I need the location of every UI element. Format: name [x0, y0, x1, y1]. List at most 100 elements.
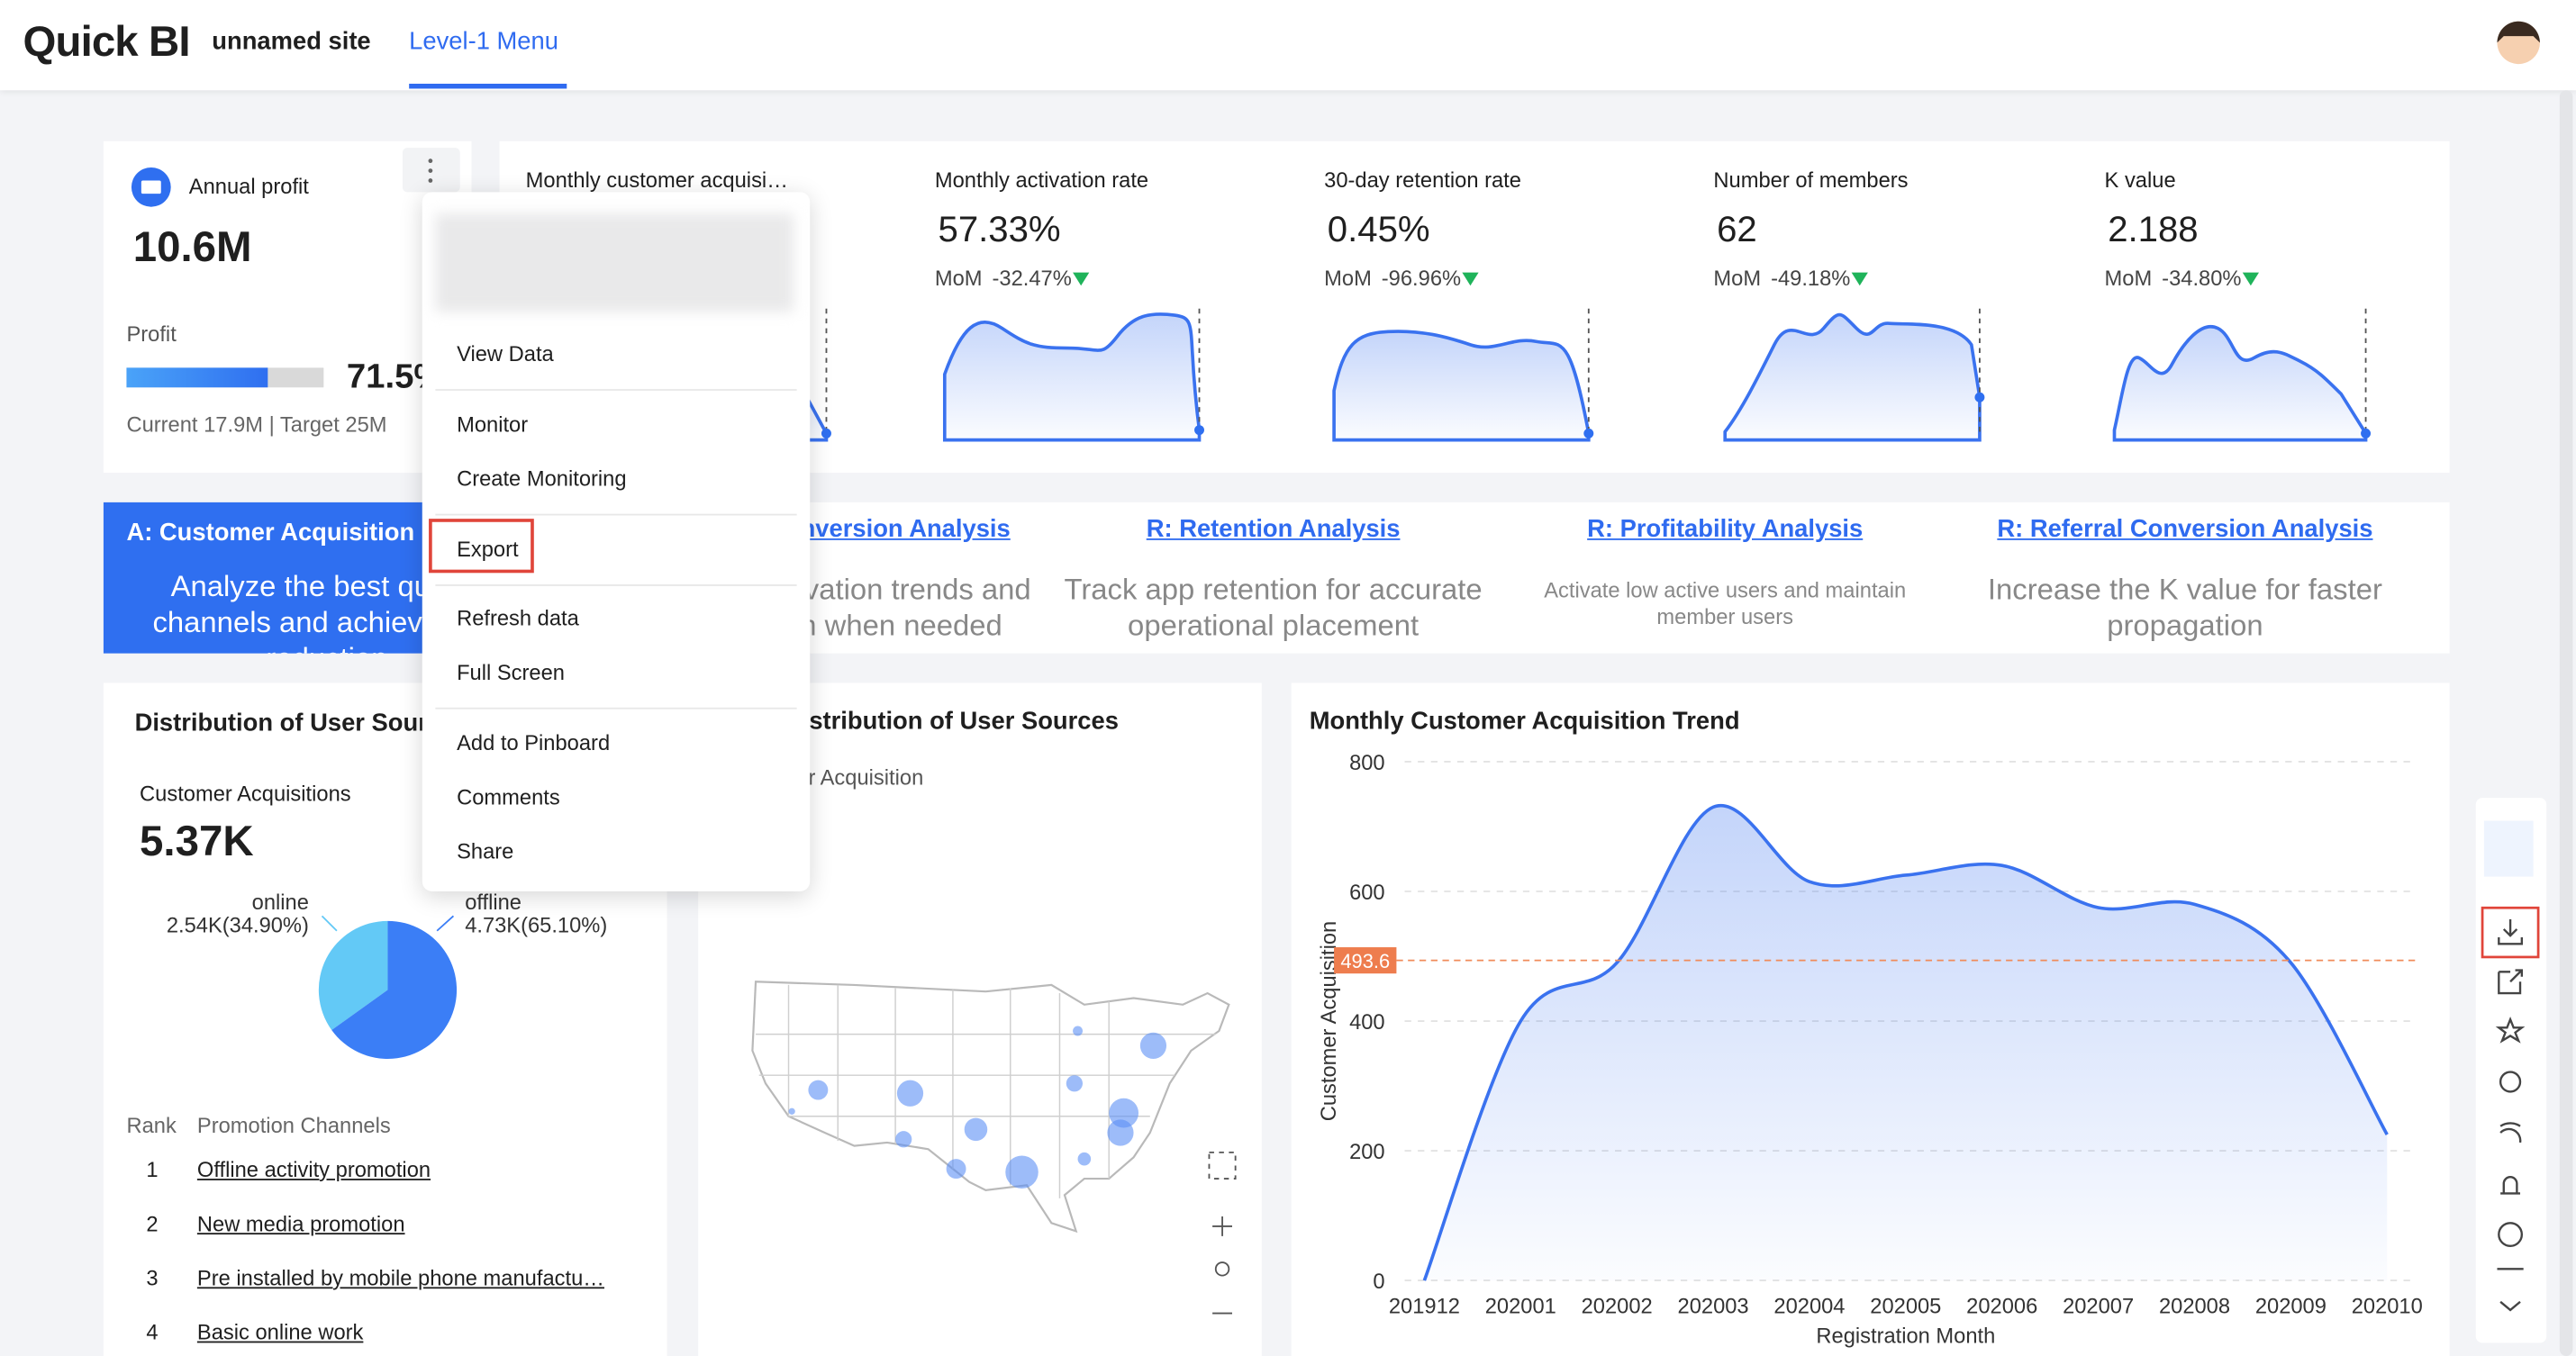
x-tick-label: 202007 [2063, 1296, 2134, 1319]
footer: Current 17.9M | Target 25M [126, 411, 387, 437]
kpi-mom: MoM -49.18% [1713, 263, 1869, 295]
menu-item[interactable]: Monitor [457, 411, 529, 437]
card-value: 10.6M [132, 221, 252, 271]
mom-value: -32.47% [992, 266, 1072, 291]
highlight-box [429, 519, 534, 574]
x-tick-label: 201912 [1389, 1296, 1460, 1319]
menu-divider [435, 513, 797, 516]
kpi-mom: MoM -32.47% [935, 263, 1090, 295]
rank: 3 [146, 1265, 159, 1290]
more-dots [428, 158, 433, 183]
pie-slice [331, 920, 458, 1059]
sparkline [1723, 312, 1982, 442]
sparklines [688, 312, 2368, 442]
pie-value-label: 2.54K(34.90%) [167, 915, 309, 938]
menu-divider [435, 707, 797, 710]
y-tick-label: 200 [1349, 1141, 1385, 1164]
kpi-title: K value [2104, 167, 2176, 193]
menu-divider [435, 389, 797, 391]
channel-link[interactable]: Pre installed by mobile phone manufactu… [196, 1265, 605, 1290]
x-tick-label: 202004 [1773, 1296, 1845, 1319]
down-arrow [1852, 272, 1869, 286]
down-arrow [1462, 272, 1480, 286]
y-tick-label: 400 [1349, 1011, 1385, 1035]
scrollbar[interactable] [2559, 90, 2573, 1356]
down-arrow [2243, 272, 2260, 286]
channel-link[interactable]: Basic online work [196, 1319, 364, 1345]
site-name: unnamed site [212, 27, 371, 56]
profit-icon-glyph [141, 180, 161, 194]
y-tick-label: 800 [1349, 752, 1385, 775]
toolbar [2475, 798, 2547, 1343]
x-tick-label: 202008 [2159, 1296, 2230, 1319]
sparkline [942, 312, 1202, 442]
reference-label-box [1334, 947, 1397, 974]
menu-item[interactable]: Refresh data [457, 605, 579, 630]
analysis-link[interactable]: R: Retention Analysis [1146, 515, 1401, 544]
analysis-title: A: Customer Acquisition [126, 518, 415, 547]
analysis-link[interactable]: R: Profitability Analysis [1587, 515, 1864, 544]
pie-label: online [252, 891, 309, 915]
progress-fill [126, 367, 268, 388]
x-tick-label: 202010 [2352, 1296, 2423, 1319]
x-tick-label: 202009 [2255, 1296, 2327, 1319]
kpi-value: 62 [1717, 207, 1757, 249]
table-header: Promotion Channels [196, 1112, 391, 1138]
x-tick-label: 202006 [1966, 1296, 2037, 1319]
menu-item[interactable]: View Data [457, 341, 554, 366]
sparkline-dots [821, 392, 2372, 438]
avatar-hair [2497, 21, 2540, 43]
table-header: Rank [126, 1112, 177, 1138]
label: Profit [126, 321, 177, 347]
card-title: Distribution of User Sources [134, 708, 469, 737]
card-title: Annual profit [188, 174, 309, 199]
pie-slice [318, 920, 388, 1031]
pie-value-label: 4.73K(65.10%) [465, 915, 607, 938]
kpi-value: 2.188 [2108, 207, 2199, 249]
sparkline [2112, 325, 2368, 442]
kpi-title: Monthly activation rate [934, 167, 1149, 193]
x-tick-label: 202001 [1485, 1296, 1556, 1319]
channel-link[interactable]: Offline activity promotion [196, 1157, 431, 1182]
metric-label: Customer Acquisitions [140, 781, 351, 806]
toolbar-icons[interactable] [2481, 820, 2540, 1312]
mom-label: MoM [1324, 266, 1372, 291]
header [0, 0, 2576, 91]
kpi-value: 0.45% [1327, 207, 1430, 249]
kpi-title: 30-day retention rate [1324, 167, 1521, 193]
logo: Quick BI [23, 15, 191, 66]
kpi-mom: MoM -34.80% [2105, 263, 2260, 295]
menu-item[interactable]: Comments [457, 784, 560, 809]
menu-item[interactable]: Full Screen [457, 659, 565, 685]
context-menu: View Data Monitor Create Monitoring Export R… [422, 192, 811, 891]
menu-item[interactable]: Share [457, 838, 514, 863]
menu-item[interactable]: Export [457, 536, 519, 562]
mom-value: -34.80% [2162, 266, 2242, 291]
analysis-card [499, 502, 2450, 654]
channel-link[interactable]: New media promotion [196, 1211, 405, 1236]
rank: 1 [146, 1157, 159, 1182]
rank: 2 [146, 1211, 159, 1236]
analysis-desc: Increase the K value for faster propagat… [1987, 573, 2382, 642]
menu-item[interactable]: Create Monitoring [457, 466, 627, 491]
x-tick-label: 202003 [1678, 1296, 1749, 1319]
y-tick-label: 600 [1349, 881, 1385, 905]
sparkline-markers [825, 308, 2367, 437]
analysis-desc: Activate low active users and maintain m… [1544, 577, 1907, 629]
kpi-title: Monthly customer acquisi… [525, 167, 788, 193]
metric-value: 5.37K [140, 815, 254, 865]
mom-value: -96.96% [1381, 266, 1462, 291]
x-tick-label: 202005 [1870, 1296, 1941, 1319]
map-controls[interactable] [1208, 1151, 1237, 1315]
kpi-title: Number of members [1713, 167, 1909, 193]
nav-menu[interactable]: Level-1 Menu [409, 27, 558, 56]
x-axis-title: Registration Month [1816, 1324, 1995, 1348]
analysis-link[interactable]: R: Referral Conversion Analysis [1997, 515, 2373, 544]
down-arrow [1073, 272, 1090, 286]
mom-label: MoM [934, 266, 983, 291]
menu-item[interactable]: Add to Pinboard [457, 730, 611, 755]
kpi-mom: MoM -96.96% [1324, 263, 1480, 295]
